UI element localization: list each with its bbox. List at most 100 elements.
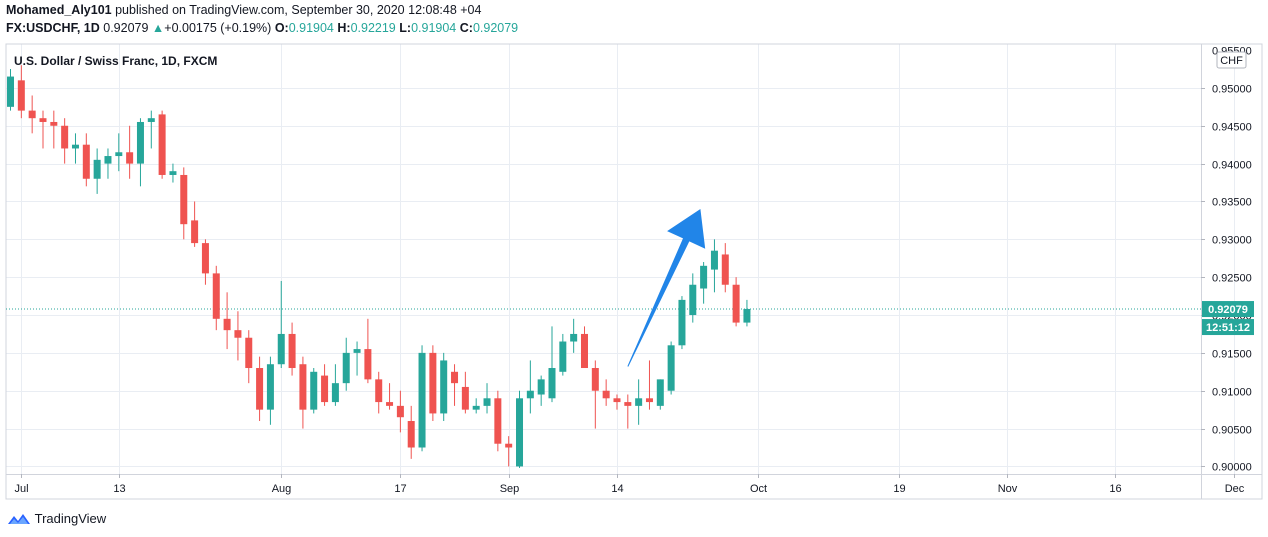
candle-body	[277, 333, 285, 365]
candle-body	[191, 220, 199, 244]
candle-body	[386, 402, 394, 406]
candle-up	[635, 379, 643, 425]
candle-body	[299, 364, 307, 410]
candle-down	[245, 330, 253, 384]
candle-body	[624, 402, 632, 406]
time-tick-label: 16	[1109, 483, 1121, 495]
candle-body	[591, 368, 599, 391]
time-tick-label: Jul	[14, 483, 28, 495]
symbol-label: FX:USDCHF, 1D	[6, 21, 100, 35]
candle-down	[494, 390, 502, 452]
candle-body	[721, 254, 729, 285]
close-label: C:	[459, 21, 473, 35]
candle-up	[266, 356, 274, 425]
candle-down	[451, 364, 459, 406]
candle-down	[234, 311, 242, 361]
price-tick-label: 0.90500	[1212, 425, 1252, 437]
candle-body	[71, 144, 79, 149]
price-axis[interactable]: 0.900000.905000.910000.915000.920000.925…	[1201, 46, 1252, 474]
candle-body	[180, 174, 188, 225]
candle-body	[700, 265, 708, 289]
candle-body	[256, 368, 264, 410]
candle-body	[580, 333, 588, 369]
candle-body	[104, 156, 112, 164]
candle-down	[396, 390, 404, 433]
price-tick-label: 0.93500	[1212, 197, 1252, 209]
candle-up	[667, 341, 675, 395]
candle-up	[115, 133, 123, 172]
candle-body	[689, 284, 697, 316]
time-tick-label: 17	[394, 483, 406, 495]
candle-body	[212, 273, 220, 319]
time-tick-label: Aug	[272, 483, 292, 495]
last-price-badges: 0.92079 12:51:12	[1202, 301, 1254, 336]
footer-brand[interactable]: TradingView	[7, 510, 106, 526]
candle-up	[743, 299, 751, 327]
candle-body	[645, 398, 653, 403]
candle-body	[321, 375, 329, 403]
candle-down	[158, 110, 166, 179]
high-label: H:	[337, 21, 351, 35]
candle-down	[299, 356, 307, 429]
candle-body	[494, 398, 502, 444]
candle-body	[743, 308, 751, 323]
candle-body	[418, 352, 426, 448]
candle-down	[624, 394, 632, 429]
candle-body	[201, 243, 209, 274]
candle-body	[82, 144, 90, 179]
price-tick-label: 0.91000	[1212, 387, 1252, 399]
candle-up	[559, 333, 567, 376]
candle-body	[375, 379, 383, 403]
candles-group	[7, 65, 751, 468]
candle-up	[147, 110, 155, 149]
candle-body	[635, 398, 643, 406]
countdown-badge: 12:51:12	[1206, 322, 1250, 334]
low-value: 0.91904	[411, 21, 457, 35]
candle-body	[39, 118, 47, 122]
candle-body	[732, 284, 740, 323]
candle-up	[700, 262, 708, 304]
time-tick-label: 13	[113, 483, 125, 495]
candle-body	[710, 250, 718, 270]
candle-down	[429, 345, 437, 422]
candle-up	[710, 239, 718, 293]
candle-up	[570, 318, 578, 353]
currency-badge[interactable]: CHF	[1216, 51, 1247, 69]
author-name[interactable]: Mohamed_Aly101	[6, 3, 112, 17]
candle-up	[71, 133, 79, 164]
candle-body	[570, 333, 578, 342]
candle-body	[440, 360, 448, 414]
price-tick-label: 0.91500	[1212, 349, 1252, 361]
candle-body	[7, 76, 14, 107]
candle-body	[461, 386, 469, 410]
price-tick-label: 0.90000	[1212, 462, 1252, 474]
candle-down	[386, 383, 394, 410]
candle-up	[526, 360, 534, 414]
candle-down	[39, 110, 47, 149]
candle-up	[656, 379, 664, 410]
candle-body	[559, 341, 567, 372]
candle-up	[472, 398, 480, 414]
candle-body	[342, 352, 350, 384]
candle-body	[28, 110, 36, 119]
candle-up	[537, 375, 545, 406]
candle-body	[223, 318, 231, 331]
time-tick-label: Oct	[750, 483, 767, 495]
candle-up	[548, 326, 556, 403]
time-axis[interactable]: Jul 13 Aug 17 Sep 14 Oct 19 Nov 16 Dec	[14, 474, 1245, 495]
candle-up	[104, 148, 112, 179]
candle-body	[147, 118, 155, 122]
candle-body	[516, 398, 524, 467]
candle-body	[537, 379, 545, 395]
candle-body	[331, 383, 339, 403]
candle-body	[288, 333, 296, 369]
candle-up	[678, 296, 686, 350]
candle-up	[331, 364, 339, 406]
candle-body	[126, 152, 134, 164]
candle-body	[656, 379, 664, 406]
publish-info: published on TradingView.com, September …	[115, 3, 482, 17]
chart-title: U.S. Dollar / Swiss Franc, 1D, FXCM	[14, 54, 217, 68]
candle-up	[93, 148, 101, 194]
candle-up	[136, 118, 144, 187]
